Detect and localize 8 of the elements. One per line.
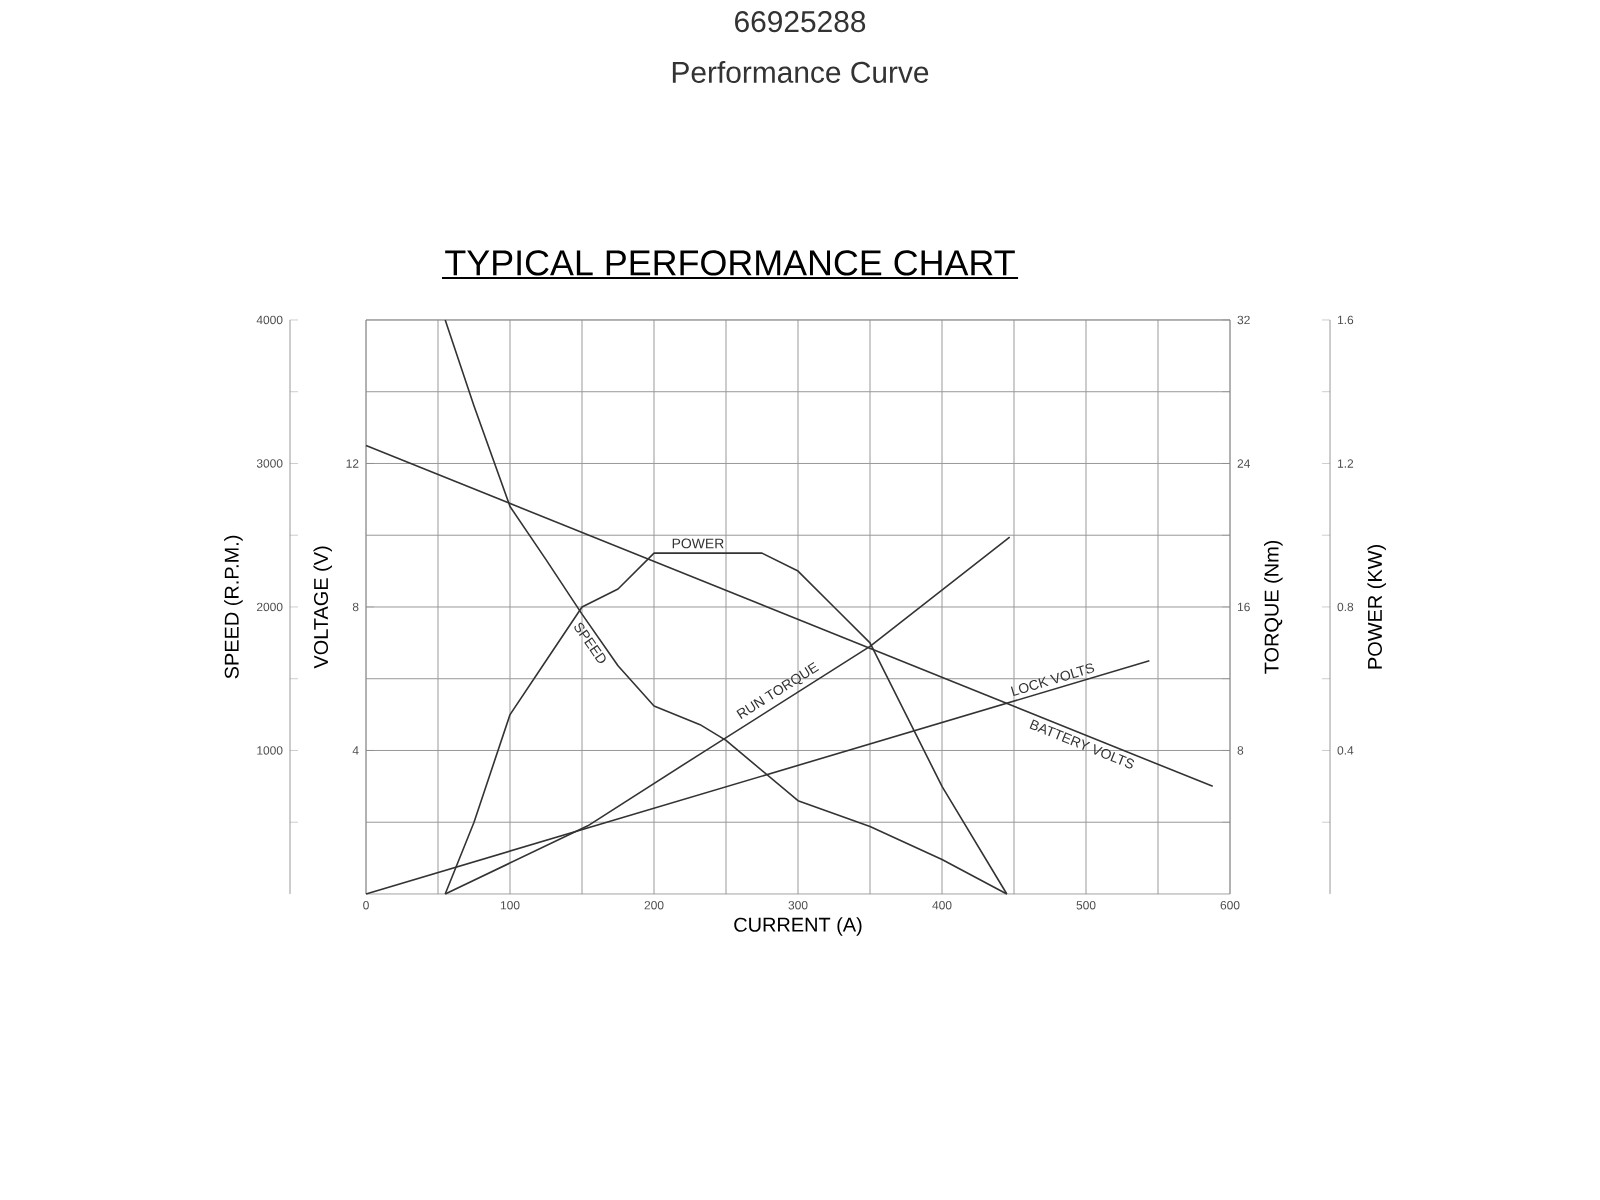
x-axis-title: CURRENT (A): [734, 917, 862, 936]
text: TYPICAL PERFORMANCE CHART: [445, 250, 1015, 276]
chart-title: 66925288: [735, 11, 866, 33]
chart-subtitle: Performance Curve: [672, 61, 929, 83]
y-axis-title: POWER (KW): [1367, 545, 1386, 669]
y3-axis-title: TORQUE (Nm): [1264, 540, 1283, 674]
y-axis-title: SPEED (R.P.M.): [224, 535, 243, 679]
y2-axis-title: VOLTAGE (V): [313, 546, 332, 669]
